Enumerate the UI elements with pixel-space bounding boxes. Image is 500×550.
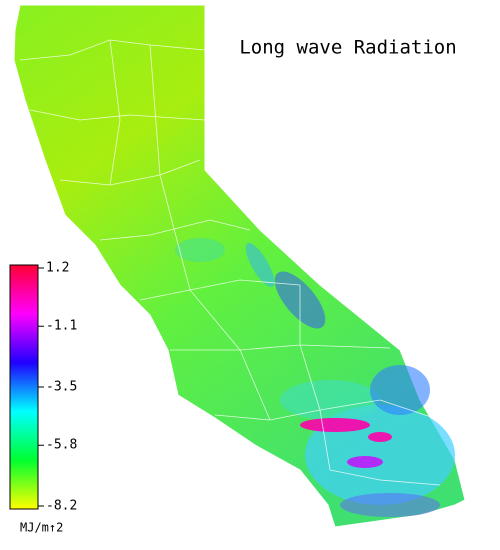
radiation-patches bbox=[175, 238, 455, 517]
map-title: Long wave Radiation bbox=[239, 37, 456, 59]
colorbar-unit: MJ/m↑2 bbox=[20, 521, 63, 535]
california-map bbox=[13, 4, 466, 528]
colorbar: MJ/m↑2 1.2 -1.1 -3.5 -5.8 -8.2 bbox=[9, 261, 77, 535]
colorbar-tick-label: -1.1 bbox=[46, 319, 77, 334]
colorbar-tick-label: 1.2 bbox=[46, 261, 69, 276]
colorbar-scale bbox=[9, 264, 39, 510]
colorbar-tick-label: -5.8 bbox=[46, 438, 77, 453]
colorbar-tick-label: -8.2 bbox=[46, 499, 77, 514]
colorbar-tick-label: -3.5 bbox=[46, 380, 77, 395]
county-lines bbox=[19, 39, 441, 486]
